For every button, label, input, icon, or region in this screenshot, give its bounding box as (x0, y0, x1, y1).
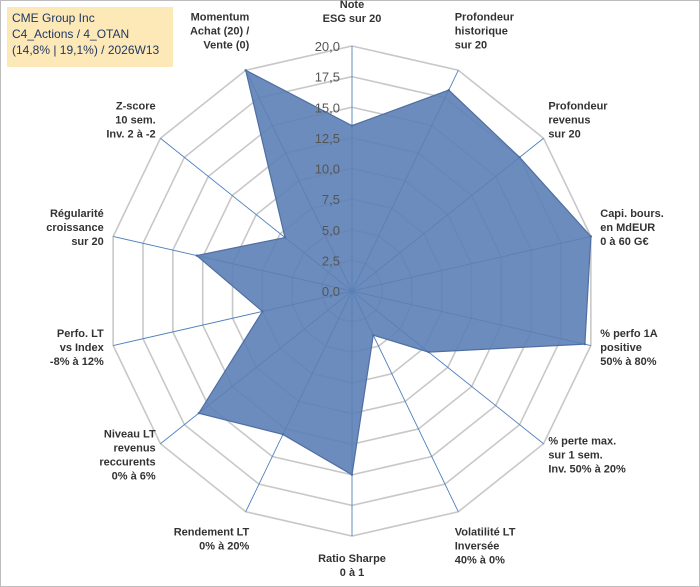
axis-label-line: en MdEUR (600, 222, 655, 234)
axis-label-line: 0 à 60 G€ (600, 236, 648, 248)
tick-label: 20,0 (315, 39, 340, 54)
tick-label: 7,5 (322, 192, 340, 207)
axis-label: % perfo 1A positive 50% à 80% (600, 328, 658, 368)
series-point (589, 235, 593, 238)
axis-label: Rendement LT 0% à 20% (174, 526, 250, 552)
axis-label-line: 0% à 6% (112, 471, 156, 483)
axis-label: Z-score 10 sem. Inv. 2 à -2 (106, 100, 155, 140)
axis-label-line: 40% à 0% (455, 554, 505, 566)
axis-label-line: Niveau LT (104, 429, 156, 441)
axis-label: Capi. bours. en MdEUR 0 à 60 G€ (600, 208, 664, 248)
tick-label: 12,5 (315, 131, 340, 146)
axis-label: Profondeur historique sur 20 (455, 12, 515, 52)
axis-label-line: Volatilité LT (455, 526, 516, 538)
tick-label: 10,0 (315, 162, 340, 177)
tick-label: 0,0 (322, 284, 340, 299)
axis-label-line: Z-score (116, 100, 156, 112)
axis-label-line: revenus (113, 443, 155, 455)
tick-label: 15,0 (315, 100, 340, 115)
axis-label-line: ESG sur 20 (323, 13, 382, 25)
axis-label-line: Perfo. LT (57, 328, 104, 340)
axis-label-line: Inversée (455, 540, 500, 552)
series-point (350, 473, 354, 476)
series-point (372, 333, 375, 337)
axis-label-line: sur 20 (548, 128, 580, 140)
company-name: CME Group Inc (12, 11, 95, 25)
chart-title-box: CME Group Inc C4_Actions / 4_OTAN (14,8%… (7, 7, 173, 67)
axis-label: % perte max. sur 1 sem. Inv. 50% à 20% (548, 436, 626, 476)
axis-label-line: sur 20 (71, 236, 103, 248)
axis-label-line: -8% à 12% (50, 356, 104, 368)
axis-label-line: % perfo 1A (600, 328, 658, 340)
series-point (197, 412, 200, 415)
series-point (518, 156, 521, 159)
portfolio-category: C4_Actions / 4_OTAN (12, 27, 130, 41)
tick-label: 17,5 (315, 70, 340, 85)
series-point (195, 254, 198, 257)
series-point (447, 88, 450, 92)
axis-label-line: Achat (20) / (190, 26, 249, 38)
axis-label: Momentum Achat (20) / Vente (0) (190, 12, 250, 52)
axis-label-line: Profondeur (548, 100, 608, 112)
axis-labels: Note ESG sur 20 Profondeur historique sur 20… (46, 0, 664, 579)
axis-label-line: Momentum (191, 12, 250, 24)
axis-label-line: Régularité (50, 208, 104, 220)
series-point (583, 342, 587, 346)
axis-label-line: % perte max. (548, 436, 616, 448)
axis-label: Perfo. LT vs Index -8% à 12% (50, 328, 105, 368)
series-point (427, 350, 430, 354)
axis-label: Régularité croissance sur 20 (46, 208, 103, 248)
axis-label-line: Vente (0) (203, 40, 249, 52)
axis-label-line: Inv. 50% à 20% (548, 464, 626, 476)
radar-series (195, 69, 593, 476)
axis-label-line: reccurents (99, 457, 155, 469)
series-point (350, 124, 354, 127)
axis-label: Note ESG sur 20 (323, 0, 382, 25)
axis-label-line: 0 à 1 (340, 567, 364, 579)
axis-label-line: Note (340, 0, 364, 11)
axis-label: Ratio Sharpe 0 à 1 (318, 553, 386, 579)
axis-label-line: historique (455, 26, 508, 38)
axis-label-line: sur 1 sem. (548, 450, 602, 462)
performance-period: (14,8% | 19,1%) / 2026W13 (12, 43, 160, 57)
axis-label-line: Inv. 2 à -2 (106, 128, 155, 140)
series-point (261, 310, 264, 313)
axis-label-line: croissance (46, 222, 103, 234)
axis-label-line: revenus (548, 114, 590, 126)
tick-label: 2,5 (322, 253, 340, 268)
series-point (281, 433, 285, 436)
axis-label-line: vs Index (60, 342, 105, 354)
axis-label-line: 50% à 80% (600, 356, 656, 368)
axis-label-line: Ratio Sharpe (318, 553, 386, 565)
axis-label-line: Capi. bours. (600, 208, 664, 220)
axis-label-line: positive (600, 342, 642, 354)
tick-label: 5,0 (322, 223, 340, 238)
series-point (244, 69, 247, 72)
axis-label-line: sur 20 (455, 40, 487, 52)
axis-label: Volatilité LT Inversée 40% à 0% (455, 526, 516, 566)
series-area (195, 69, 592, 476)
axis-label-line: 0% à 20% (199, 540, 249, 552)
radial-axis-ticks: 0,0 2,5 5,0 7,5 10,0 12,5 15,0 17,5 20,0 (315, 39, 340, 299)
axis-label: Niveau LT revenus reccurents 0% à 6% (99, 429, 156, 483)
axis-label: Profondeur revenus sur 20 (548, 100, 608, 140)
axis-label-line: Profondeur (455, 12, 515, 24)
series-point (283, 236, 287, 239)
axis-label-line: Rendement LT (174, 526, 250, 538)
axis-label-line: 10 sem. (115, 114, 155, 126)
